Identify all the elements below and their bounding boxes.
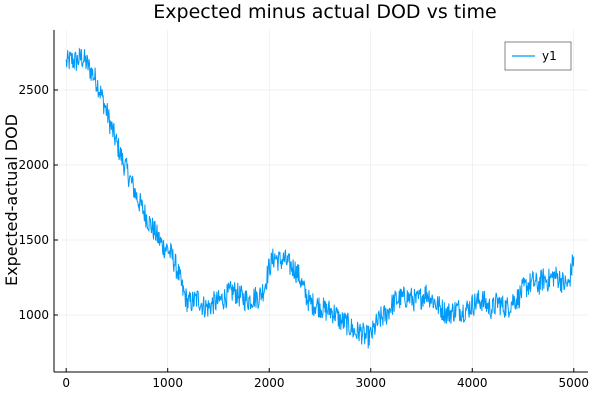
y-tick-label: 1500: [18, 233, 49, 247]
x-tick-label: 2000: [254, 376, 285, 390]
y-tick-label: 2500: [18, 83, 49, 97]
legend: y1: [504, 41, 572, 71]
tick-labels: 0 1000 2000 3000 4000 5000 1000 1500 2000 2500: [18, 83, 589, 390]
y-tick-label: 1000: [18, 308, 49, 322]
series-line-y1: [65, 47, 575, 349]
y-axis-label: Expected-actual DOD: [2, 114, 21, 286]
legend-label: y1: [542, 49, 557, 63]
x-tick-label: 5000: [559, 376, 590, 390]
x-tick-label: 0: [62, 376, 70, 390]
chart-title: Expected minus actual DOD vs time: [153, 1, 496, 23]
axes: [53, 30, 588, 373]
x-tick-label: 1000: [152, 376, 183, 390]
y-tick-label: 2000: [18, 158, 49, 172]
series-group: [65, 47, 575, 349]
x-tick-label: 3000: [355, 376, 386, 390]
grid-lines: [54, 30, 588, 372]
x-tick-label: 4000: [457, 376, 488, 390]
